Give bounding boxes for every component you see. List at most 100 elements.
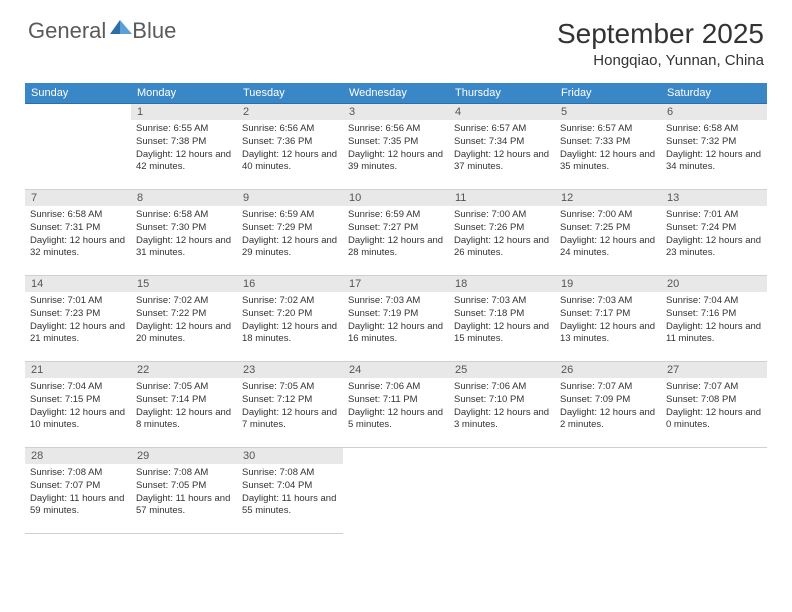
daylight-line: Daylight: 12 hours and 0 minutes. [666,407,762,433]
daylight-line: Daylight: 12 hours and 10 minutes. [30,407,126,433]
daylight-line: Daylight: 12 hours and 29 minutes. [242,235,338,261]
sunset-line: Sunset: 7:18 PM [454,308,550,321]
sunrise-line: Sunrise: 7:03 AM [560,295,656,308]
calendar-day-cell: 14Sunrise: 7:01 AMSunset: 7:23 PMDayligh… [25,276,131,362]
sunrise-line: Sunrise: 6:56 AM [348,123,444,136]
calendar-day-cell [25,104,131,190]
sunrise-line: Sunrise: 6:57 AM [560,123,656,136]
sunrise-line: Sunrise: 7:06 AM [348,381,444,394]
calendar-day-cell: 23Sunrise: 7:05 AMSunset: 7:12 PMDayligh… [237,362,343,448]
daylight-line: Daylight: 12 hours and 32 minutes. [30,235,126,261]
sunset-line: Sunset: 7:34 PM [454,136,550,149]
calendar-day-cell: 6Sunrise: 6:58 AMSunset: 7:32 PMDaylight… [661,104,767,190]
day-number: 13 [661,190,767,206]
sunset-line: Sunset: 7:07 PM [30,480,126,493]
daylight-line: Daylight: 12 hours and 39 minutes. [348,149,444,175]
day-info: Sunrise: 7:02 AMSunset: 7:22 PMDaylight:… [131,292,237,350]
day-info: Sunrise: 6:57 AMSunset: 7:34 PMDaylight:… [449,120,555,178]
sunrise-line: Sunrise: 7:02 AM [136,295,232,308]
sunset-line: Sunset: 7:25 PM [560,222,656,235]
calendar-day-cell: 18 Sunrise: 7:03 AMSunset: 7:18 PMDayligh… [449,276,555,362]
location: Hongqiao, Yunnan, China [557,52,764,69]
sunrise-line: Sunrise: 7:00 AM [560,209,656,222]
day-number: 18 [449,276,555,292]
sunrise-line: Sunrise: 7:07 AM [666,381,762,394]
sunset-line: Sunset: 7:35 PM [348,136,444,149]
day-number: 2 [237,104,343,120]
calendar-day-cell: 2Sunrise: 6:56 AMSunset: 7:36 PMDaylight… [237,104,343,190]
day-number: 24 [343,362,449,378]
sunrise-line: Sunrise: 7:08 AM [136,467,232,480]
sunrise-line: Sunrise: 6:57 AM [454,123,550,136]
sunrise-line: Sunrise: 7:06 AM [454,381,550,394]
day-number: 25 [449,362,555,378]
calendar-week-row: 1Sunrise: 6:55 AMSunset: 7:38 PMDaylight… [25,104,767,190]
daylight-line: Daylight: 11 hours and 57 minutes. [136,493,232,519]
day-info: Sunrise: 7:07 AMSunset: 7:09 PMDaylight:… [555,378,661,436]
daylight-line: Daylight: 12 hours and 15 minutes. [454,321,550,347]
sunrise-line: Sunrise: 7:04 AM [666,295,762,308]
day-number [661,448,767,452]
sunrise-line: Sunrise: 7:01 AM [30,295,126,308]
daylight-line: Daylight: 12 hours and 28 minutes. [348,235,444,261]
sunrise-line: Sunrise: 7:05 AM [242,381,338,394]
day-number: 15 [131,276,237,292]
day-info: Sunrise: 7:08 AMSunset: 7:07 PMDaylight:… [25,464,131,522]
sunrise-line: Sunrise: 7:03 AM [454,295,550,308]
day-info: Sunrise: 7:04 AMSunset: 7:16 PMDaylight:… [661,292,767,350]
day-info: Sunrise: 7:03 AMSunset: 7:17 PMDaylight:… [555,292,661,350]
day-number: 14 [25,276,131,292]
sunset-line: Sunset: 7:17 PM [560,308,656,321]
sunset-line: Sunset: 7:33 PM [560,136,656,149]
title-block: September 2025 Hongqiao, Yunnan, China [557,18,764,69]
calendar-week-row: 28Sunrise: 7:08 AMSunset: 7:07 PMDayligh… [25,448,767,534]
sunset-line: Sunset: 7:10 PM [454,394,550,407]
day-info: Sunrise: 7:00 AMSunset: 7:25 PMDaylight:… [555,206,661,264]
daylight-line: Daylight: 12 hours and 21 minutes. [30,321,126,347]
day-number: 9 [237,190,343,206]
daylight-line: Daylight: 12 hours and 20 minutes. [136,321,232,347]
sunrise-line: Sunrise: 7:04 AM [30,381,126,394]
day-info: Sunrise: 7:08 AMSunset: 7:05 PMDaylight:… [131,464,237,522]
daylight-line: Daylight: 11 hours and 59 minutes. [30,493,126,519]
day-number: 5 [555,104,661,120]
calendar-body: 1Sunrise: 6:55 AMSunset: 7:38 PMDaylight… [25,104,767,534]
calendar-day-cell: 19Sunrise: 7:03 AMSunset: 7:17 PMDayligh… [555,276,661,362]
sunset-line: Sunset: 7:15 PM [30,394,126,407]
daylight-line: Daylight: 12 hours and 11 minutes. [666,321,762,347]
day-info: Sunrise: 7:01 AMSunset: 7:23 PMDaylight:… [25,292,131,350]
day-number: 12 [555,190,661,206]
sunrise-line: Sunrise: 6:59 AM [242,209,338,222]
day-info: Sunrise: 6:57 AMSunset: 7:33 PMDaylight:… [555,120,661,178]
sunset-line: Sunset: 7:19 PM [348,308,444,321]
day-info: Sunrise: 6:58 AMSunset: 7:32 PMDaylight:… [661,120,767,178]
sunset-line: Sunset: 7:29 PM [242,222,338,235]
day-number [449,448,555,452]
logo: General Blue [28,18,176,44]
day-number: 6 [661,104,767,120]
daylight-line: Daylight: 12 hours and 18 minutes. [242,321,338,347]
day-number [343,448,449,452]
daylight-line: Daylight: 12 hours and 13 minutes. [560,321,656,347]
day-number: 23 [237,362,343,378]
daylight-line: Daylight: 12 hours and 3 minutes. [454,407,550,433]
sunset-line: Sunset: 7:05 PM [136,480,232,493]
daylight-line: Daylight: 12 hours and 35 minutes. [560,149,656,175]
calendar-day-cell: 20Sunrise: 7:04 AMSunset: 7:16 PMDayligh… [661,276,767,362]
day-number [25,104,131,108]
calendar-day-cell: 1Sunrise: 6:55 AMSunset: 7:38 PMDaylight… [131,104,237,190]
day-number: 16 [237,276,343,292]
day-number: 1 [131,104,237,120]
calendar-day-cell: 30Sunrise: 7:08 AMSunset: 7:04 PMDayligh… [237,448,343,534]
sunset-line: Sunset: 7:32 PM [666,136,762,149]
calendar-day-cell: 13Sunrise: 7:01 AMSunset: 7:24 PMDayligh… [661,190,767,276]
sunrise-line: Sunrise: 6:59 AM [348,209,444,222]
calendar-day-cell: 26Sunrise: 7:07 AMSunset: 7:09 PMDayligh… [555,362,661,448]
day-number: 26 [555,362,661,378]
day-info: Sunrise: 7:08 AMSunset: 7:04 PMDaylight:… [237,464,343,522]
daylight-line: Daylight: 12 hours and 5 minutes. [348,407,444,433]
sunrise-line: Sunrise: 7:01 AM [666,209,762,222]
calendar-day-cell: 29Sunrise: 7:08 AMSunset: 7:05 PMDayligh… [131,448,237,534]
month-title: September 2025 [557,18,764,50]
logo-text-general: General [28,18,106,44]
